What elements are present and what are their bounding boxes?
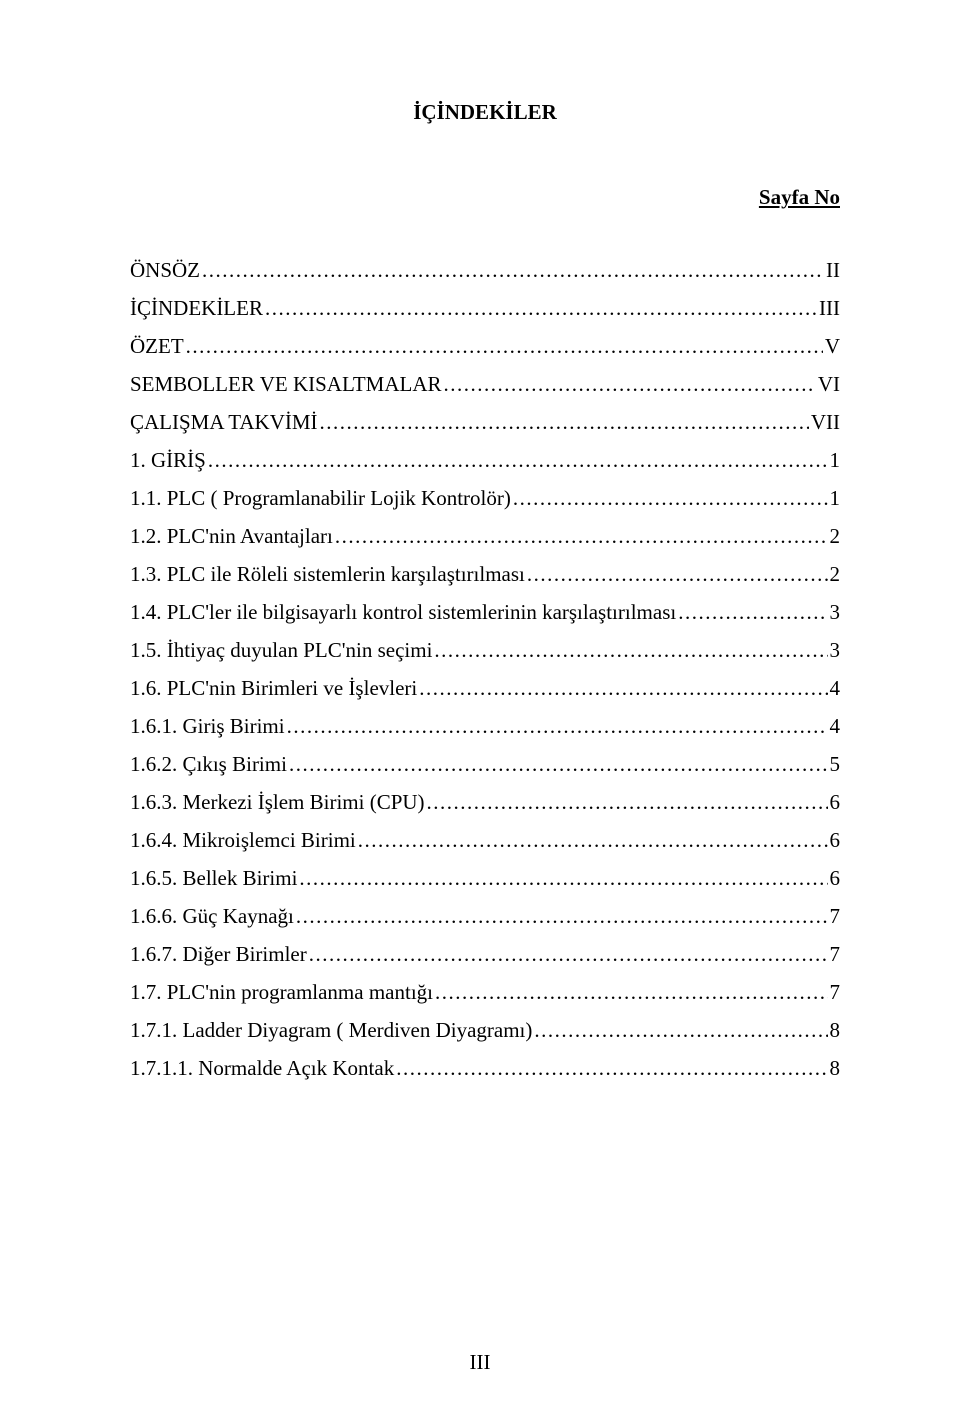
page-number-footer: III [0, 1350, 960, 1375]
toc-leader [527, 564, 828, 585]
toc-page: 1 [830, 450, 841, 471]
toc-label: 1.1. PLC ( Programlanabilir Lojik Kontro… [130, 488, 511, 509]
toc-row: 1.3. PLC ile Röleli sistemlerin karşılaş… [130, 564, 840, 585]
toc-label: 1.4. PLC'ler ile bilgisayarlı kontrol si… [130, 602, 676, 623]
toc-label: 1.7.1.1. Normalde Açık Kontak [130, 1058, 394, 1079]
toc-page: 6 [830, 830, 841, 851]
page-title: İÇİNDEKİLER [130, 100, 840, 125]
toc-leader [296, 906, 828, 927]
toc-leader [309, 944, 828, 965]
toc-page: 3 [830, 640, 841, 661]
toc-row: 1.6.4. Mikroişlemci Birimi 6 [130, 830, 840, 851]
toc-leader [435, 982, 828, 1003]
toc-page: 3 [830, 602, 841, 623]
toc-leader [678, 602, 827, 623]
toc-label: 1.6.5. Bellek Birimi [130, 868, 297, 889]
toc-row: 1.1. PLC ( Programlanabilir Lojik Kontro… [130, 488, 840, 509]
toc-label: 1.6.6. Güç Kaynağı [130, 906, 294, 927]
toc-leader [335, 526, 828, 547]
toc-leader [208, 450, 828, 471]
toc-page: 7 [830, 906, 841, 927]
toc-leader [289, 754, 828, 775]
toc-leader [186, 336, 823, 357]
toc-leader [202, 260, 824, 281]
toc-page: V [825, 336, 840, 357]
toc-row: 1.6.5. Bellek Birimi 6 [130, 868, 840, 889]
sayfa-no-heading: Sayfa No [130, 185, 840, 210]
toc-row: 1.6.6. Güç Kaynağı 7 [130, 906, 840, 927]
toc-page: 4 [830, 678, 841, 699]
toc-leader [444, 374, 816, 395]
toc-page: III [819, 298, 840, 319]
toc-leader [434, 640, 827, 661]
toc-label: 1.6.1. Giriş Birimi [130, 716, 285, 737]
toc-label: ÖZET [130, 336, 184, 357]
toc-leader [358, 830, 828, 851]
toc-label: 1.5. İhtiyaç duyulan PLC'nin seçimi [130, 640, 432, 661]
toc-page: 7 [830, 944, 841, 965]
toc-page: 4 [830, 716, 841, 737]
toc-page: VI [818, 374, 840, 395]
toc-label: 1.7. PLC'nin programlanma mantığı [130, 982, 433, 1003]
toc-row: ÖZET V [130, 336, 840, 357]
toc-label: 1.2. PLC'nin Avantajları [130, 526, 333, 547]
toc-label: 1. GİRİŞ [130, 450, 206, 471]
toc-leader [320, 412, 809, 433]
toc-row: 1.7.1.1. Normalde Açık Kontak 8 [130, 1058, 840, 1079]
toc-label: 1.7.1. Ladder Diyagram ( Merdiven Diyagr… [130, 1020, 532, 1041]
toc-page: VII [811, 412, 840, 433]
toc-row: 1. GİRİŞ 1 [130, 450, 840, 471]
toc-leader [299, 868, 827, 889]
toc-leader [427, 792, 828, 813]
toc-leader [287, 716, 828, 737]
toc-label: ÇALIŞMA TAKVİMİ [130, 412, 318, 433]
toc-label: 1.6.7. Diğer Birimler [130, 944, 307, 965]
toc-label: 1.3. PLC ile Röleli sistemlerin karşılaş… [130, 564, 525, 585]
toc-label: SEMBOLLER VE KISALTMALAR [130, 374, 442, 395]
toc-page: 1 [830, 488, 841, 509]
toc-page: 2 [830, 564, 841, 585]
toc-row: 1.6.1. Giriş Birimi 4 [130, 716, 840, 737]
toc-label: İÇİNDEKİLER [130, 298, 263, 319]
toc-row: 1.4. PLC'ler ile bilgisayarlı kontrol si… [130, 602, 840, 623]
toc-page: 6 [830, 868, 841, 889]
toc-leader [265, 298, 817, 319]
toc-page: 7 [830, 982, 841, 1003]
toc-page: 5 [830, 754, 841, 775]
toc-row: 1.7.1. Ladder Diyagram ( Merdiven Diyagr… [130, 1020, 840, 1041]
toc-leader [419, 678, 827, 699]
toc-row: 1.6.3. Merkezi İşlem Birimi (CPU) 6 [130, 792, 840, 813]
toc-row: 1.5. İhtiyaç duyulan PLC'nin seçimi 3 [130, 640, 840, 661]
toc-page: 6 [830, 792, 841, 813]
toc-label: 1.6.4. Mikroişlemci Birimi [130, 830, 356, 851]
toc-row: ÇALIŞMA TAKVİMİ VII [130, 412, 840, 433]
toc-row: ÖNSÖZ II [130, 260, 840, 281]
toc-leader [534, 1020, 827, 1041]
toc-label: 1.6.2. Çıkış Birimi [130, 754, 287, 775]
toc-leader [513, 488, 828, 509]
table-of-contents: ÖNSÖZ II İÇİNDEKİLER III ÖZET V SEMBOLLER VE K… [130, 260, 840, 1079]
toc-row: 1.6.2. Çıkış Birimi 5 [130, 754, 840, 775]
toc-page: 8 [830, 1058, 841, 1079]
toc-page: 8 [830, 1020, 841, 1041]
toc-label: 1.6.3. Merkezi İşlem Birimi (CPU) [130, 792, 425, 813]
toc-page: II [826, 260, 840, 281]
toc-leader [396, 1058, 827, 1079]
toc-row: İÇİNDEKİLER III [130, 298, 840, 319]
toc-row: SEMBOLLER VE KISALTMALAR VI [130, 374, 840, 395]
toc-row: 1.6. PLC'nin Birimleri ve İşlevleri 4 [130, 678, 840, 699]
toc-page: 2 [830, 526, 841, 547]
toc-row: 1.2. PLC'nin Avantajları 2 [130, 526, 840, 547]
toc-row: 1.6.7. Diğer Birimler 7 [130, 944, 840, 965]
toc-row: 1.7. PLC'nin programlanma mantığı 7 [130, 982, 840, 1003]
toc-label: 1.6. PLC'nin Birimleri ve İşlevleri [130, 678, 417, 699]
toc-label: ÖNSÖZ [130, 260, 200, 281]
